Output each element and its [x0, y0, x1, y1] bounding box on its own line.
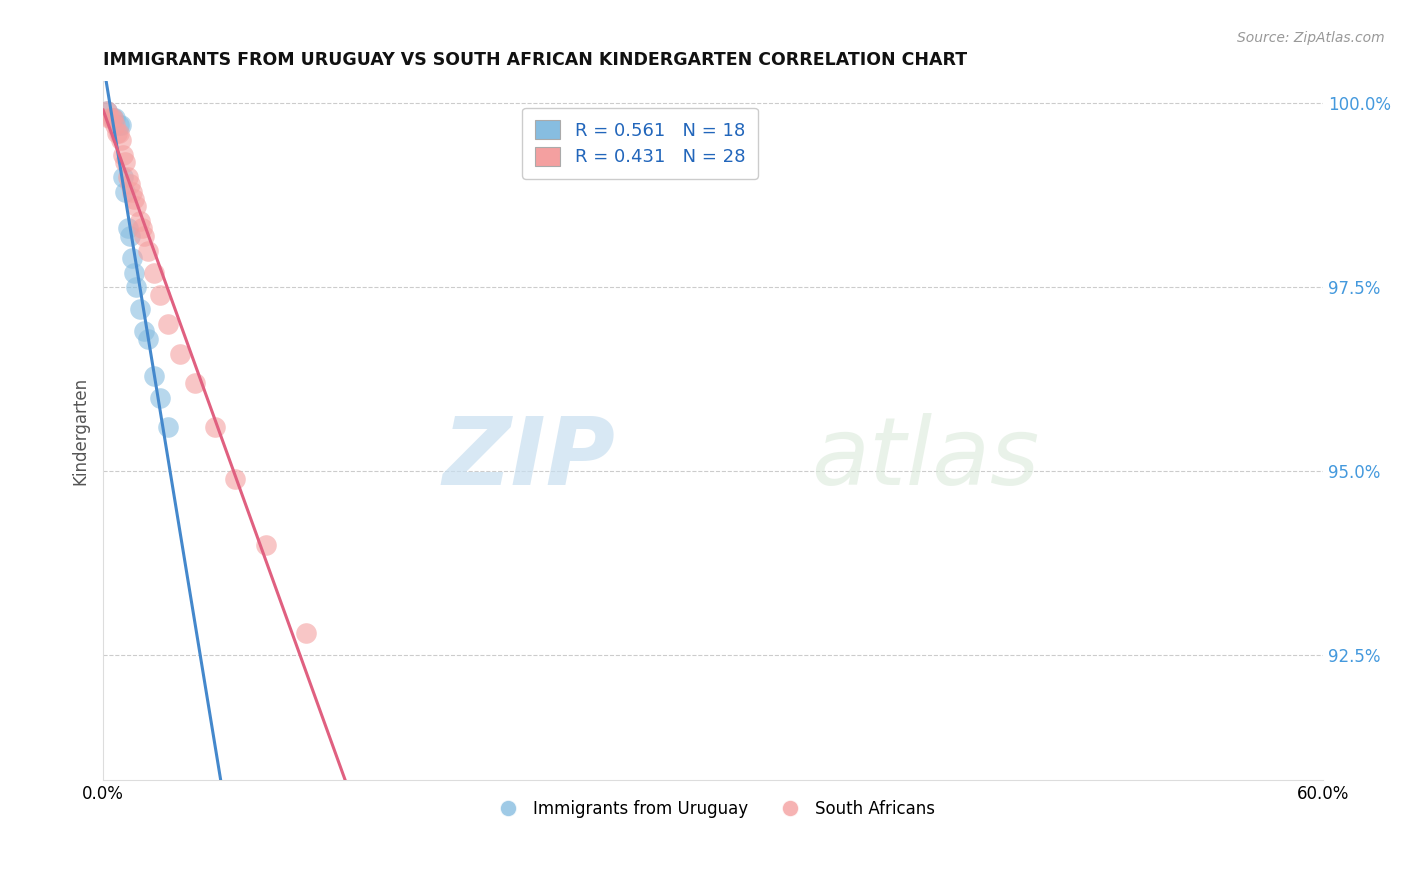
- Point: [105, 126, 128, 140]
- Point: [108, 119, 131, 133]
- Point: [117, 221, 139, 235]
- Point: [104, 119, 127, 133]
- Point: [122, 266, 145, 280]
- Point: [103, 111, 125, 125]
- Point: [254, 538, 277, 552]
- Point: [124, 199, 146, 213]
- Text: IMMIGRANTS FROM URUGUAY VS SOUTH AFRICAN KINDERGARTEN CORRELATION CHART: IMMIGRANTS FROM URUGUAY VS SOUTH AFRICAN…: [103, 51, 967, 69]
- Point: [96, 103, 118, 118]
- Point: [204, 420, 226, 434]
- Point: [143, 266, 166, 280]
- Point: [157, 420, 180, 434]
- Point: [149, 287, 172, 301]
- Point: [224, 472, 246, 486]
- Point: [114, 155, 136, 169]
- Point: [136, 244, 159, 258]
- Point: [112, 148, 135, 162]
- Point: [118, 228, 141, 243]
- Y-axis label: Kindergarten: Kindergarten: [72, 376, 89, 485]
- Legend: Immigrants from Uruguay, South Africans: Immigrants from Uruguay, South Africans: [485, 793, 942, 824]
- Point: [96, 103, 118, 118]
- Point: [117, 169, 139, 184]
- Point: [295, 626, 318, 640]
- Text: Source: ZipAtlas.com: Source: ZipAtlas.com: [1237, 31, 1385, 45]
- Point: [121, 185, 143, 199]
- Point: [131, 221, 153, 235]
- Text: atlas: atlas: [811, 413, 1039, 504]
- Point: [122, 192, 145, 206]
- Point: [169, 346, 191, 360]
- Point: [112, 169, 135, 184]
- Point: [132, 228, 155, 243]
- Point: [183, 376, 205, 390]
- Point: [136, 332, 159, 346]
- Point: [118, 178, 141, 192]
- Point: [98, 111, 121, 125]
- Point: [149, 391, 172, 405]
- Point: [128, 214, 150, 228]
- Point: [143, 368, 166, 383]
- Point: [110, 119, 132, 133]
- Point: [104, 111, 127, 125]
- Point: [114, 185, 136, 199]
- Point: [124, 280, 146, 294]
- Point: [121, 251, 143, 265]
- Point: [128, 302, 150, 317]
- Point: [100, 111, 122, 125]
- Point: [110, 133, 132, 147]
- Point: [108, 126, 131, 140]
- Point: [132, 325, 155, 339]
- Text: ZIP: ZIP: [443, 413, 616, 505]
- Point: [103, 111, 125, 125]
- Point: [157, 317, 180, 331]
